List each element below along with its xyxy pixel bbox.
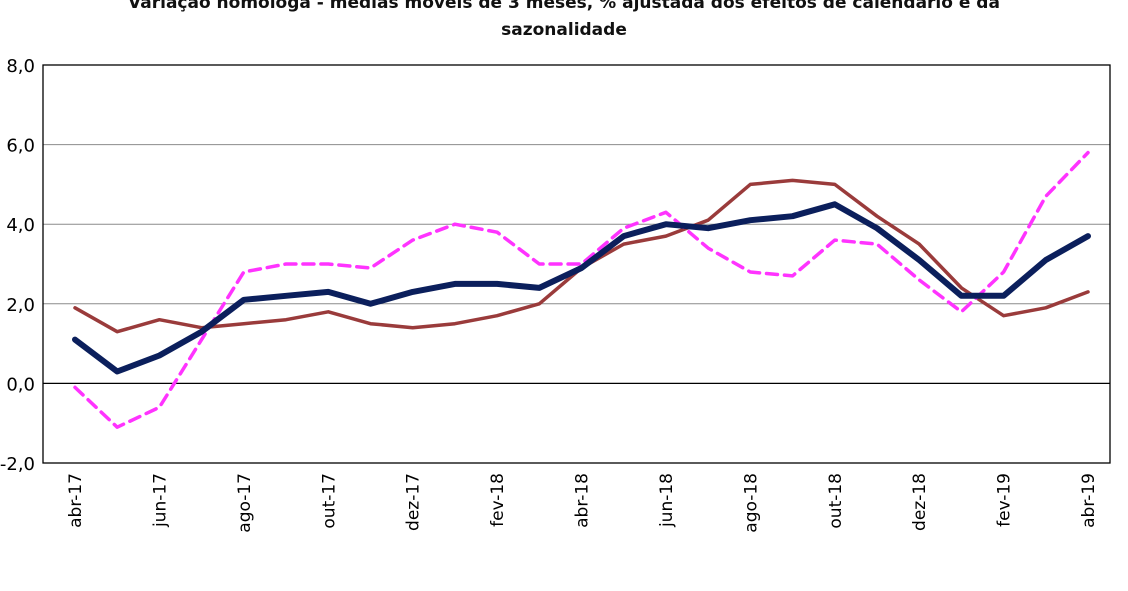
y-tick-label: 4,0 <box>6 215 35 236</box>
series-line-1 <box>72 201 1091 375</box>
y-tick-label: 2,0 <box>6 295 35 316</box>
plot-area-frame <box>42 64 1111 464</box>
x-tick-label: jun-17 <box>150 473 170 528</box>
y-tick-label: 0,0 <box>6 374 35 395</box>
x-tick-label: ago-17 <box>235 473 255 533</box>
series-lines <box>72 150 1091 429</box>
y-tick-label: 8,0 <box>6 56 35 77</box>
x-tick-label: jun-18 <box>657 473 677 528</box>
x-tick-label: abr-17 <box>66 473 86 528</box>
x-tick-label: ago-18 <box>741 473 761 533</box>
y-tick-label: 6,0 <box>6 136 35 157</box>
y-tick-label: -2,0 <box>0 454 35 475</box>
x-tick-label: fev-18 <box>488 473 508 527</box>
x-tick-label: dez-18 <box>910 473 930 531</box>
x-tick-label: abr-19 <box>1079 473 1099 528</box>
chart-title: Variação homóloga - médias móveis de 3 m… <box>0 0 1128 44</box>
x-tick-label: dez-17 <box>404 473 424 531</box>
x-tick-label: out-17 <box>319 473 339 529</box>
x-tick-label: out-18 <box>826 473 846 529</box>
chart-title-line-2: sazonalidade <box>501 20 627 40</box>
x-tick-label: fev-19 <box>995 473 1015 527</box>
x-axis-tick-labels: abr-17 jun-17 ago-17 out-17 dez-17 fev-18 abr-… <box>66 473 1099 533</box>
grid-lines <box>43 144 1110 385</box>
series-line-3 <box>73 150 1090 429</box>
x-tick-label: abr-18 <box>573 473 593 528</box>
chart-title-line-1: Variação homóloga - médias móveis de 3 m… <box>128 0 1000 13</box>
y-axis-tick-labels: -2,0 0,0 2,0 4,0 6,0 8,0 <box>0 56 35 475</box>
